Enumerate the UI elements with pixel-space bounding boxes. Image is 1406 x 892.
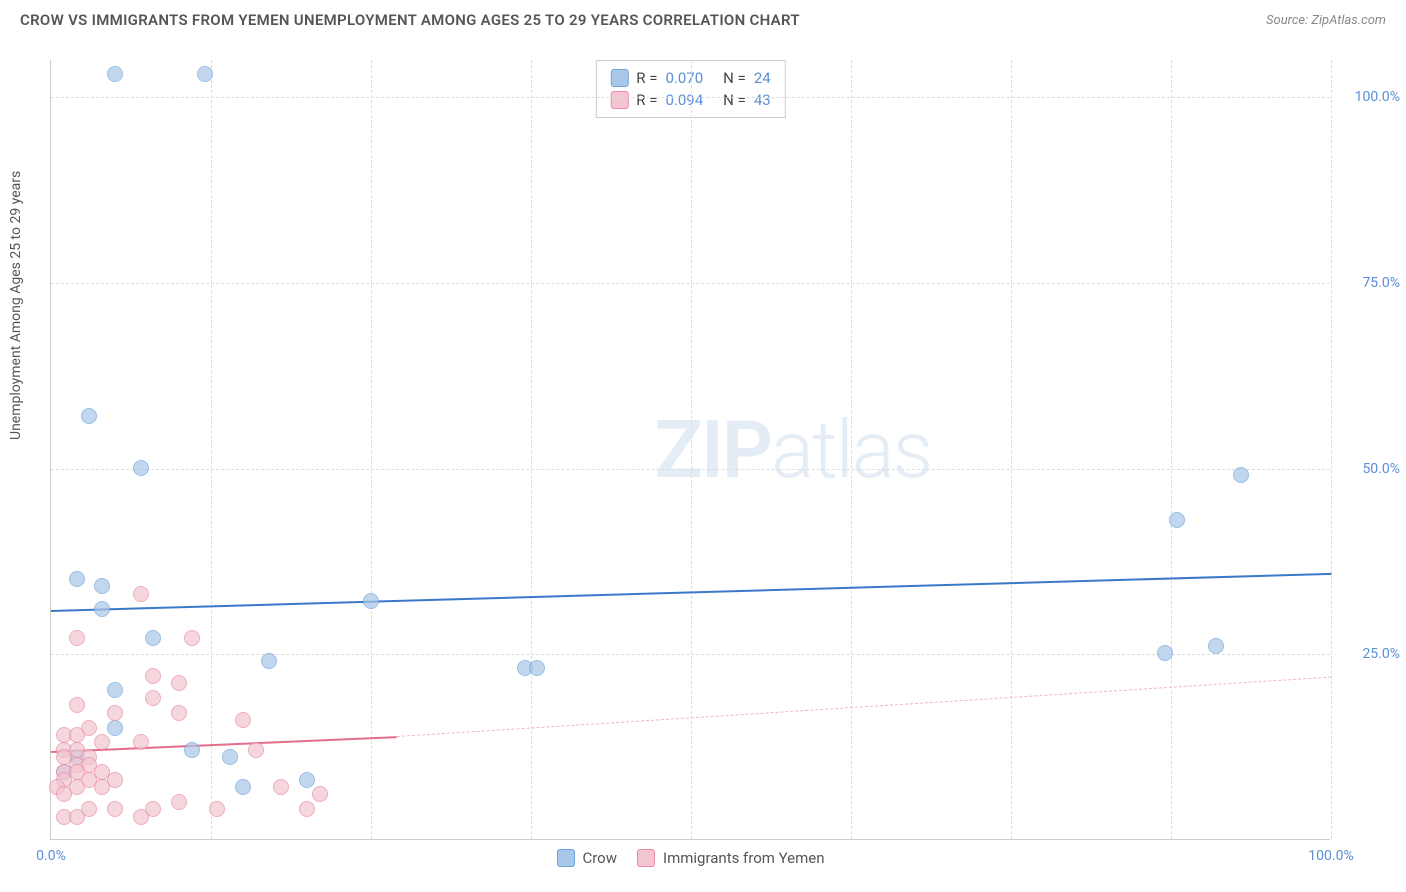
legend-label: Crow (582, 849, 617, 867)
y-tick-label: 75.0% (1340, 275, 1400, 291)
data-point (69, 727, 85, 743)
data-point (56, 786, 72, 802)
data-point (273, 779, 289, 795)
data-point (145, 668, 161, 684)
data-point (171, 675, 187, 691)
data-point (222, 749, 238, 765)
legend-n-label: N = (723, 91, 746, 109)
gridline-v (691, 60, 692, 839)
chart-source: Source: ZipAtlas.com (1266, 13, 1386, 28)
y-axis-label: Unemployment Among Ages 25 to 29 years (8, 171, 24, 440)
data-point (1157, 645, 1173, 661)
data-point (197, 66, 213, 82)
data-point (171, 794, 187, 810)
data-point (133, 809, 149, 825)
legend-n-value: 43 (754, 91, 771, 109)
trend-line (397, 677, 1331, 737)
x-tick-label: 0.0% (36, 848, 66, 864)
gridline-v (1331, 60, 1332, 839)
data-point (299, 801, 315, 817)
gridline-v (211, 60, 212, 839)
data-point (94, 601, 110, 617)
y-tick-label: 50.0% (1340, 461, 1400, 477)
watermark: ZIPatlas (654, 403, 931, 497)
data-point (107, 682, 123, 698)
data-point (107, 705, 123, 721)
scatter-chart: ZIPatlas R =0.070N =24R =0.094N =43 Crow… (50, 60, 1330, 840)
legend-r-label: R = (636, 91, 657, 109)
data-point (248, 742, 264, 758)
data-point (209, 801, 225, 817)
chart-title: CROW VS IMMIGRANTS FROM YEMEN UNEMPLOYME… (20, 11, 800, 29)
legend-swatch (637, 849, 655, 867)
y-tick-label: 100.0% (1340, 89, 1400, 105)
legend-n-label: N = (723, 69, 746, 87)
data-point (312, 786, 328, 802)
data-point (94, 734, 110, 750)
gridline-v (851, 60, 852, 839)
data-point (363, 593, 379, 609)
data-point (145, 630, 161, 646)
data-point (1169, 512, 1185, 528)
data-point (133, 586, 149, 602)
data-point (133, 734, 149, 750)
gridline-v (1171, 60, 1172, 839)
y-tick-label: 25.0% (1340, 646, 1400, 662)
legend-item: Crow (556, 849, 617, 867)
data-point (1233, 467, 1249, 483)
data-point (69, 630, 85, 646)
gridline-v (1011, 60, 1012, 839)
data-point (145, 690, 161, 706)
chart-header: CROW VS IMMIGRANTS FROM YEMEN UNEMPLOYME… (0, 0, 1406, 40)
x-tick-label: 100.0% (1308, 848, 1353, 864)
data-point (69, 697, 85, 713)
data-point (299, 772, 315, 788)
data-point (171, 705, 187, 721)
gridline-v (371, 60, 372, 839)
data-point (184, 630, 200, 646)
data-point (69, 571, 85, 587)
data-point (529, 660, 545, 676)
data-point (81, 408, 97, 424)
data-point (184, 742, 200, 758)
watermark-zip: ZIP (654, 403, 771, 497)
data-point (235, 712, 251, 728)
legend-swatch (556, 849, 574, 867)
data-point (69, 809, 85, 825)
legend-n-value: 24 (754, 69, 771, 87)
data-point (133, 460, 149, 476)
data-point (235, 779, 251, 795)
data-point (94, 779, 110, 795)
gridline-v (531, 60, 532, 839)
data-point (107, 720, 123, 736)
series-legend: Crow Immigrants from Yemen (556, 849, 824, 867)
data-point (94, 578, 110, 594)
legend-swatch (610, 69, 628, 87)
data-point (261, 653, 277, 669)
legend-item: Immigrants from Yemen (637, 849, 825, 867)
legend-r-value: 0.070 (665, 69, 703, 87)
legend-r-label: R = (636, 69, 657, 87)
data-point (1208, 638, 1224, 654)
legend-label: Immigrants from Yemen (663, 849, 825, 867)
legend-r-value: 0.094 (665, 91, 703, 109)
data-point (107, 66, 123, 82)
legend-swatch (610, 91, 628, 109)
data-point (107, 801, 123, 817)
